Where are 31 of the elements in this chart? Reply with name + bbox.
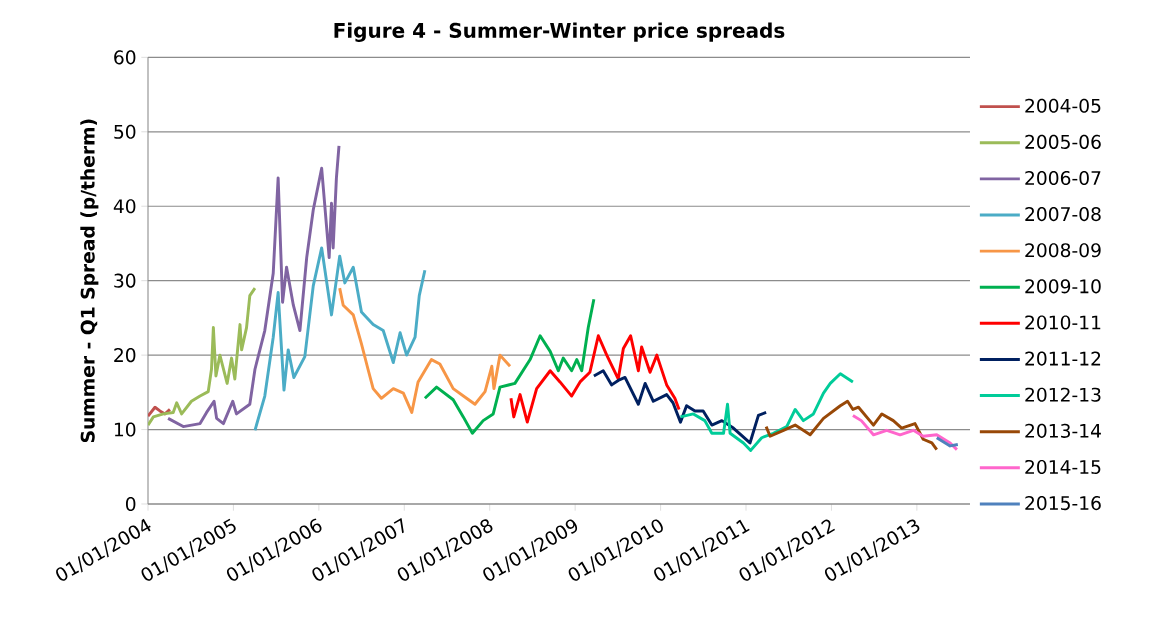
line-series [423, 297, 596, 435]
legend-label: 2010-11 [1025, 315, 1101, 330]
line-series [679, 372, 855, 452]
line-series [764, 399, 939, 452]
y-tick-label: 10 [114, 422, 136, 437]
y-tick-label: 60 [114, 50, 136, 65]
line-series [166, 144, 341, 429]
y-axis-title: Summer - Q1 Spread (p/therm) [80, 119, 99, 443]
legend-label: 2008-09 [1025, 243, 1101, 258]
legend-label: 2012-13 [1025, 387, 1101, 402]
line-series [338, 286, 512, 414]
y-tick-label: 40 [113, 199, 136, 214]
legend-label: 2009-10 [1025, 279, 1101, 294]
y-tick-label: 30 [114, 273, 136, 288]
line-series [509, 334, 681, 424]
line-series [148, 286, 257, 427]
legend-label: 2013-14 [1025, 423, 1101, 438]
y-tick-label: 0 [125, 496, 136, 512]
legend-label: 2004-05 [1025, 98, 1101, 113]
legend-label: 2005-06 [1025, 134, 1101, 149]
legend-label: 2015-16 [1025, 496, 1101, 511]
chart-title: Figure 4 - Summer-Winter price spreads [334, 22, 785, 42]
legend-label: 2007-08 [1025, 207, 1101, 222]
y-tick-label: 20 [114, 348, 136, 363]
legend-label: 2011-12 [1025, 351, 1101, 366]
line-series [851, 413, 959, 452]
line-series [253, 246, 427, 432]
legend-label: 2014-15 [1025, 459, 1101, 475]
line-series [592, 369, 768, 445]
legend-label: 2006-07 [1025, 170, 1101, 186]
y-tick-label: 50 [114, 124, 136, 139]
